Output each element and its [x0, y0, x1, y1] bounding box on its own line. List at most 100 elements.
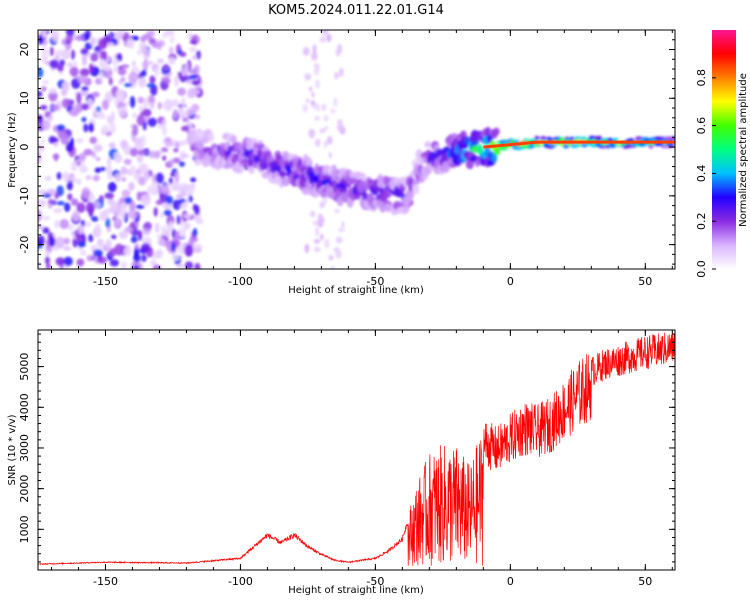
heatmap-cell [84, 221, 92, 228]
heatmap-cell [190, 88, 201, 95]
heatmap-cell [49, 46, 54, 57]
heatmap-cell [76, 258, 85, 267]
heatmap-cell [177, 227, 187, 238]
heatmap-cell [94, 167, 101, 174]
heatmap-cell [324, 140, 328, 148]
heatmap-cell [45, 175, 52, 181]
heatmap-cell [80, 249, 87, 256]
heatmap-cell [75, 101, 84, 113]
heatmap-cell [42, 193, 52, 198]
heatmap-cell [56, 124, 66, 131]
heatmap-cell [133, 253, 141, 263]
heatmap-cell [278, 170, 287, 178]
spectrogram-heatmap [38, 30, 675, 269]
heatmap-cell [146, 83, 156, 88]
heatmap-cell [62, 246, 72, 251]
heatmap-cell [47, 115, 54, 122]
heatmap-cell [142, 33, 151, 40]
heatmap-cell [150, 182, 159, 191]
heatmap-cell [97, 256, 107, 264]
heatmap-cell [320, 201, 324, 209]
heatmap-cell [336, 123, 344, 132]
heatmap-cell [162, 103, 170, 109]
heatmap-cell [60, 89, 68, 97]
heatmap-cell [311, 51, 318, 61]
heatmap-cell [173, 147, 179, 153]
heatmap-cell [91, 91, 100, 98]
heatmap-cell [138, 176, 147, 186]
colorbar-tick-label: 0.8 [695, 69, 708, 87]
spectrogram-x-label: Height of straight line (km) [288, 285, 424, 296]
heatmap-cell [317, 213, 323, 223]
heatmap-cell [50, 104, 60, 112]
heatmap-cell [168, 177, 174, 184]
heatmap-cell [179, 161, 185, 167]
heatmap-cell [59, 59, 66, 67]
heatmap-cell [76, 161, 81, 166]
heatmap-cell [315, 79, 321, 89]
heatmap-cell [154, 66, 160, 77]
heatmap-cell [168, 220, 174, 231]
heatmap-cell [155, 172, 164, 184]
heatmap-cell [143, 97, 148, 110]
heatmap-cell [80, 48, 89, 55]
heatmap-cell [124, 226, 133, 233]
snr-panel: -150 -100 -50 0 50 1000 2000 3000 4000 5000 Heig… [7, 329, 676, 596]
heatmap-cell [168, 56, 176, 66]
heatmap-cell [323, 114, 329, 122]
heatmap-cell [302, 46, 310, 56]
heatmap-cell [172, 254, 180, 262]
snr-y-label: SNR (10 * v/v) [7, 414, 18, 485]
heatmap-cell [133, 124, 139, 136]
heatmap-cell [98, 38, 108, 50]
heatmap-cell [168, 46, 174, 55]
heatmap-cell [502, 139, 508, 145]
heatmap-cell [165, 195, 174, 205]
spectrogram-y-axis: -20 -10 0 10 20 [18, 29, 675, 265]
heatmap-cell [562, 144, 570, 149]
y-tick-label: 3000 [18, 434, 31, 462]
heatmap-cell [335, 236, 343, 244]
heatmap-cell [182, 184, 190, 193]
heatmap-cell [150, 104, 155, 110]
heatmap-cell [182, 117, 189, 123]
heatmap-cell [336, 71, 344, 78]
heatmap-cell [83, 123, 89, 133]
heatmap-cell [164, 140, 174, 148]
heatmap-cell [176, 263, 185, 269]
heatmap-cell [324, 125, 329, 131]
heatmap-cell [188, 69, 195, 75]
heatmap-cell [148, 94, 155, 104]
heatmap-cell [152, 264, 162, 269]
heatmap-cell [53, 153, 59, 162]
heatmap-cell [89, 36, 97, 47]
heatmap-cell [59, 218, 69, 230]
heatmap-cell [79, 165, 88, 174]
heatmap-cell [188, 194, 193, 203]
heatmap-cell [464, 136, 471, 146]
heatmap-cell [132, 35, 140, 41]
colorbar-ticks: 0.0 0.2 0.4 0.6 0.8 [695, 69, 716, 278]
heatmap-cell [196, 128, 203, 138]
heatmap-cell [105, 217, 111, 228]
heatmap-cell [309, 210, 316, 218]
heatmap-cell [308, 86, 313, 92]
heatmap-cell [360, 172, 366, 182]
heatmap-cell [51, 30, 60, 43]
heatmap-cell [86, 254, 95, 262]
heatmap-cell [157, 101, 162, 110]
heatmap-cell [311, 91, 315, 98]
heatmap-cell [170, 172, 176, 177]
heatmap-cell [79, 68, 90, 77]
heatmap-cell [121, 176, 127, 182]
heatmap-cell [81, 187, 91, 199]
heatmap-cell [594, 135, 603, 141]
heatmap-cell [106, 42, 115, 47]
heatmap-cell [95, 156, 101, 162]
heatmap-cell [85, 201, 95, 214]
heatmap-cell [178, 198, 187, 203]
heatmap-cell [335, 250, 342, 259]
heatmap-cell [192, 243, 201, 254]
heatmap-cell [491, 153, 498, 163]
heatmap-cell [328, 152, 332, 159]
